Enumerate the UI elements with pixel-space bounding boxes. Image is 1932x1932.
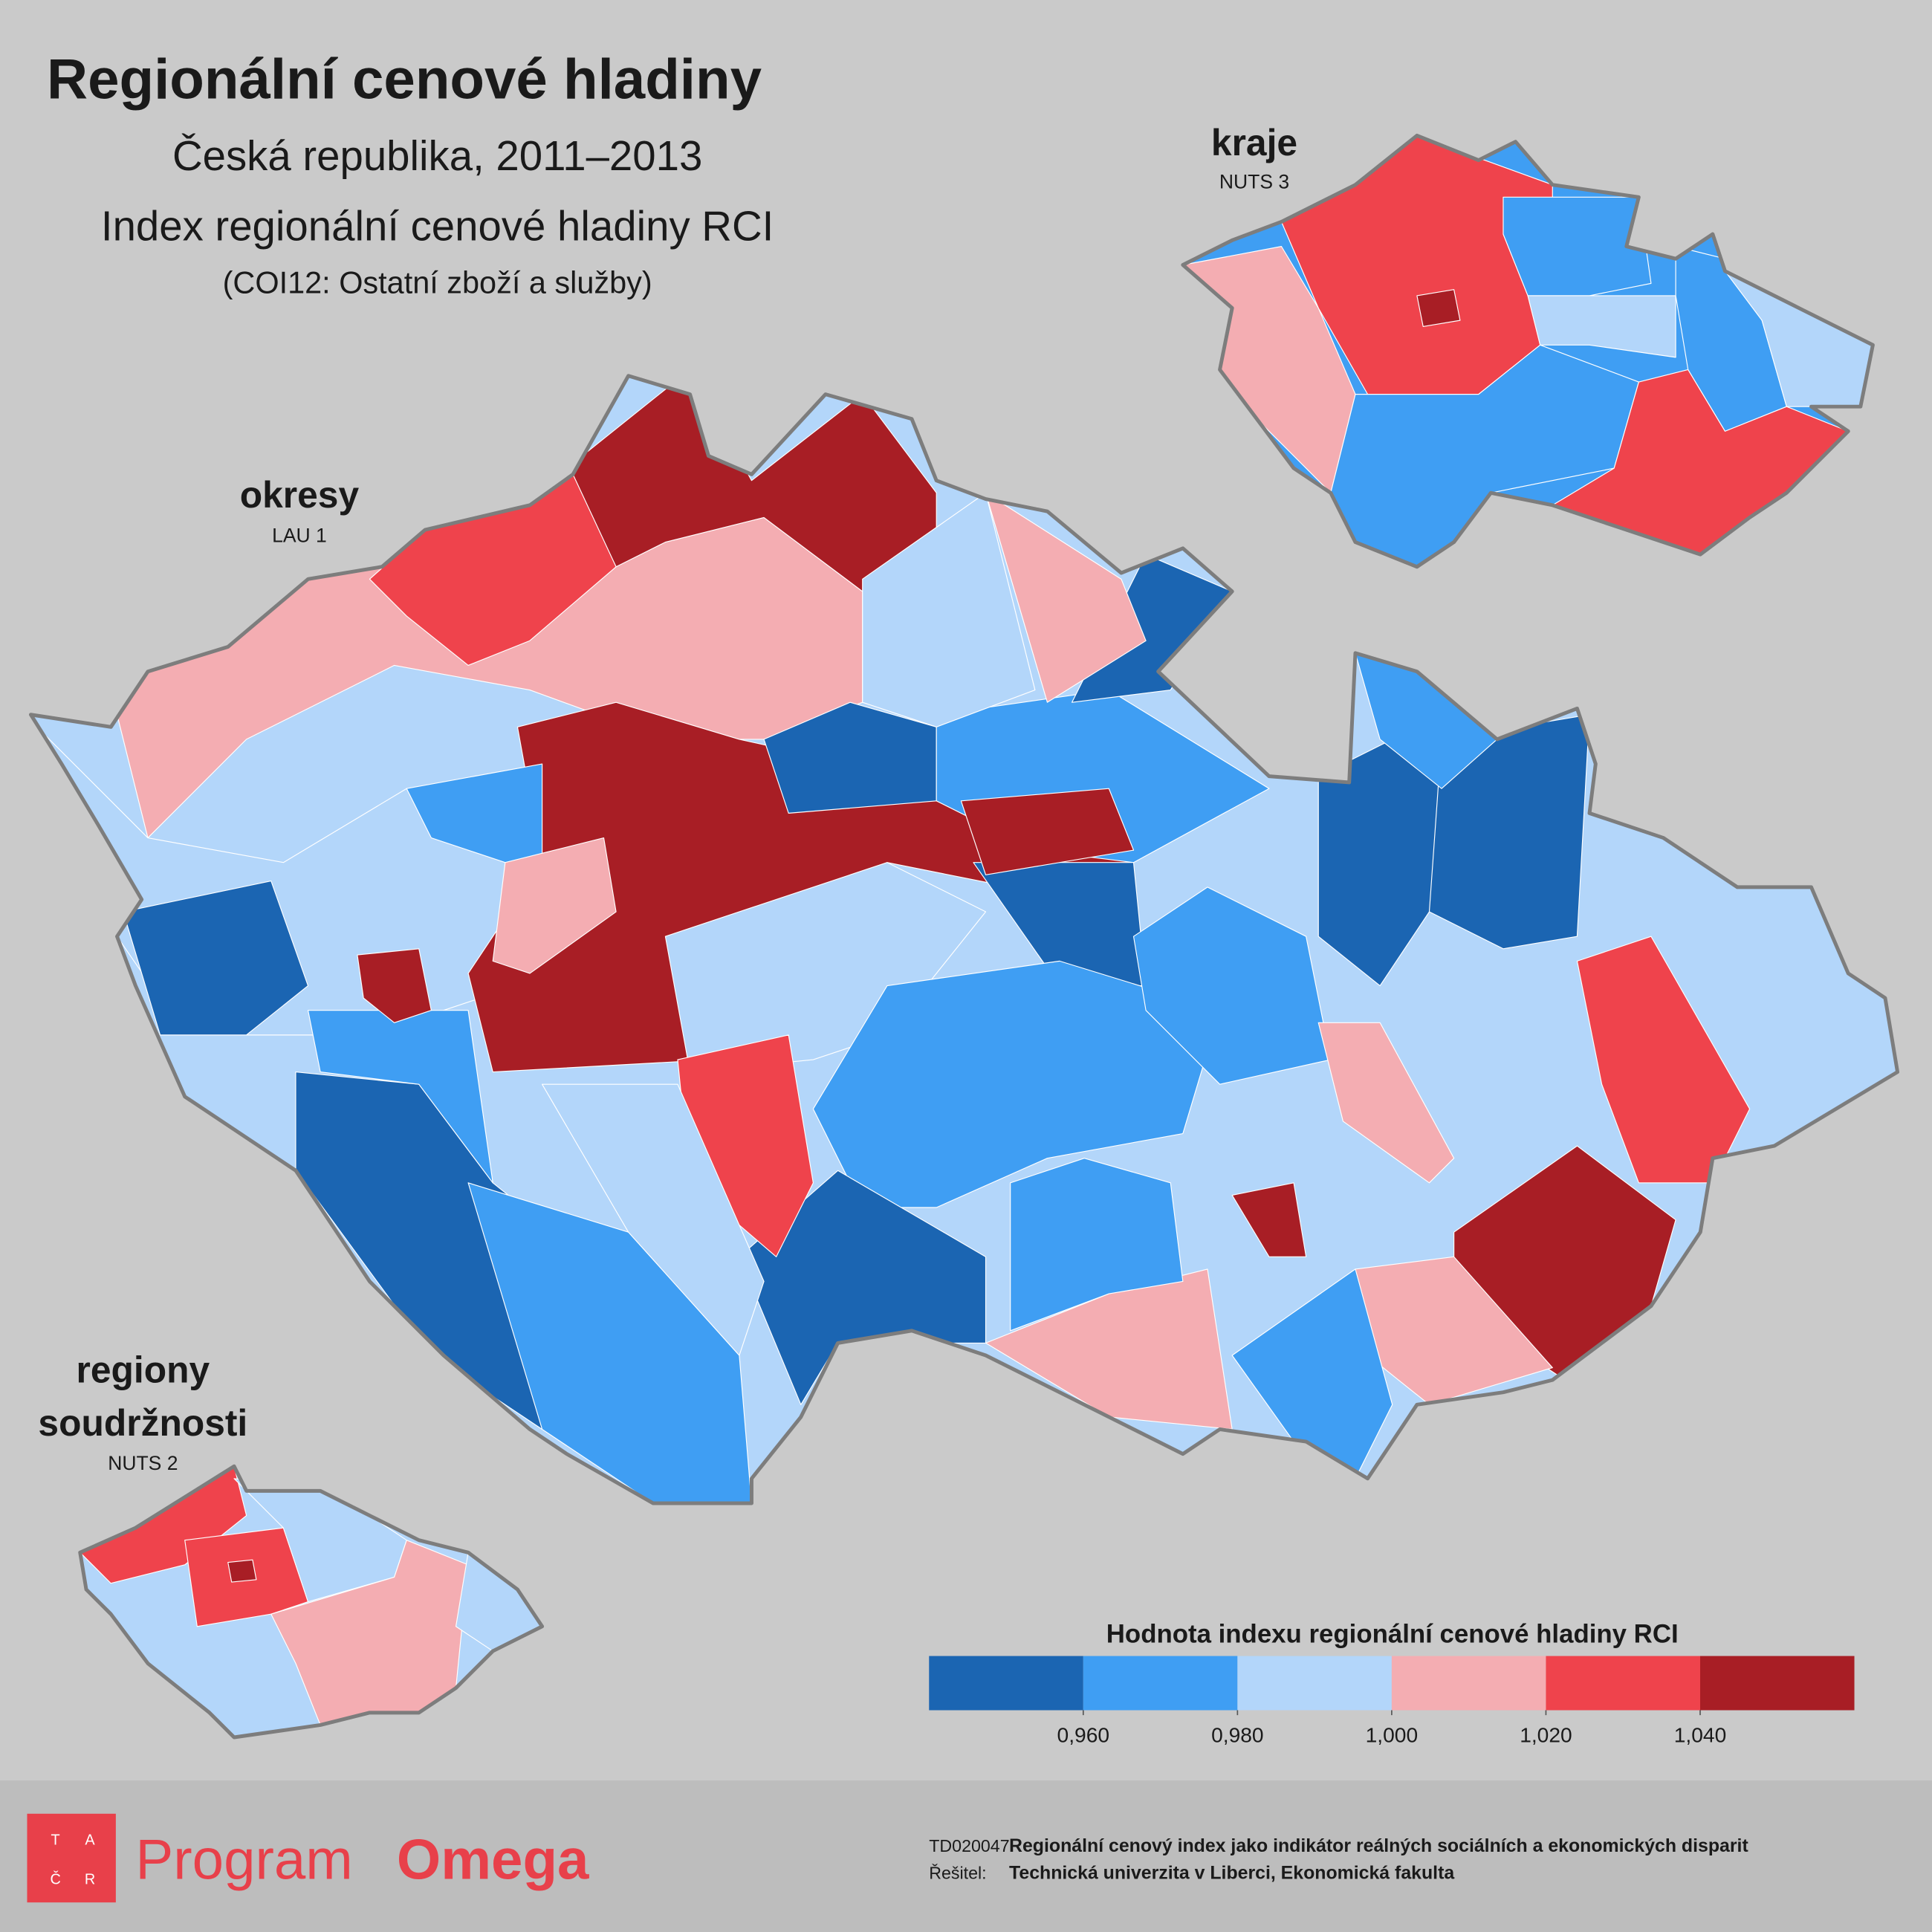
index-name: Index regionální cenové hladiny RCI [101,202,774,249]
region [812,960,1221,1208]
map-level: LAU 1 [272,525,327,547]
legend-swatch [1083,1656,1238,1711]
legend-tick-label: 0,960 [1057,1723,1109,1747]
region [123,881,309,1036]
legend-swatch [1546,1656,1700,1711]
legend-tick-label: 1,000 [1366,1723,1419,1747]
category: (COI12: Ostatní zboží a služby) [223,265,652,300]
map-label: regiony [77,1349,210,1390]
region [1416,289,1461,327]
logo-letter: Č [50,1870,60,1887]
logo [27,1813,116,1903]
region [1010,1158,1184,1332]
map-level: NUTS 3 [1219,171,1289,193]
region [739,1170,987,1405]
legend-tick-label: 1,020 [1520,1723,1572,1747]
legend-title: Hodnota indexu regionální cenové hladiny… [1106,1619,1679,1648]
region [1428,714,1590,950]
legend: 0,960 0,980 1,000 1,020 1,040 [929,1656,1855,1747]
project-code: TD020047: [929,1836,1014,1855]
solver: Technická univerzita v Liberci, Ekonomic… [1009,1863,1454,1884]
region [357,948,432,1023]
region [1527,295,1676,358]
project-title: Regionální cenový index jako indikátor r… [1009,1835,1748,1856]
subtitle: Česká republika, 2011–2013 [172,132,702,179]
map-level: NUTS 2 [108,1452,178,1474]
program-name: Program [135,1829,352,1892]
legend-swatch [1237,1656,1392,1711]
title: Regionální cenové hladiny [47,48,762,111]
brand-name: Omega [397,1829,589,1892]
legend-swatch [1699,1656,1855,1711]
region [985,492,1147,703]
legend-swatch [929,1656,1083,1711]
legend-tick-label: 0,980 [1211,1723,1264,1747]
map-label: okresy [240,474,360,516]
map-label: soudržnosti [38,1402,247,1444]
region [960,788,1135,875]
legend-swatch [1391,1656,1546,1711]
region [542,1083,765,1356]
logo-letter: A [85,1832,95,1848]
logo-letter: R [85,1871,95,1887]
solver-label: Řešitel: [929,1864,986,1883]
region [1231,1268,1393,1479]
logo-letter: T [51,1832,60,1848]
region [862,492,1036,727]
region [307,1010,493,1184]
region [492,837,617,974]
legend-tick-label: 1,040 [1674,1723,1727,1747]
footer-band [0,1780,1932,1932]
region [1231,1182,1307,1257]
map-label: kraje [1211,122,1297,163]
region [227,1559,257,1583]
region [1317,1022,1455,1184]
